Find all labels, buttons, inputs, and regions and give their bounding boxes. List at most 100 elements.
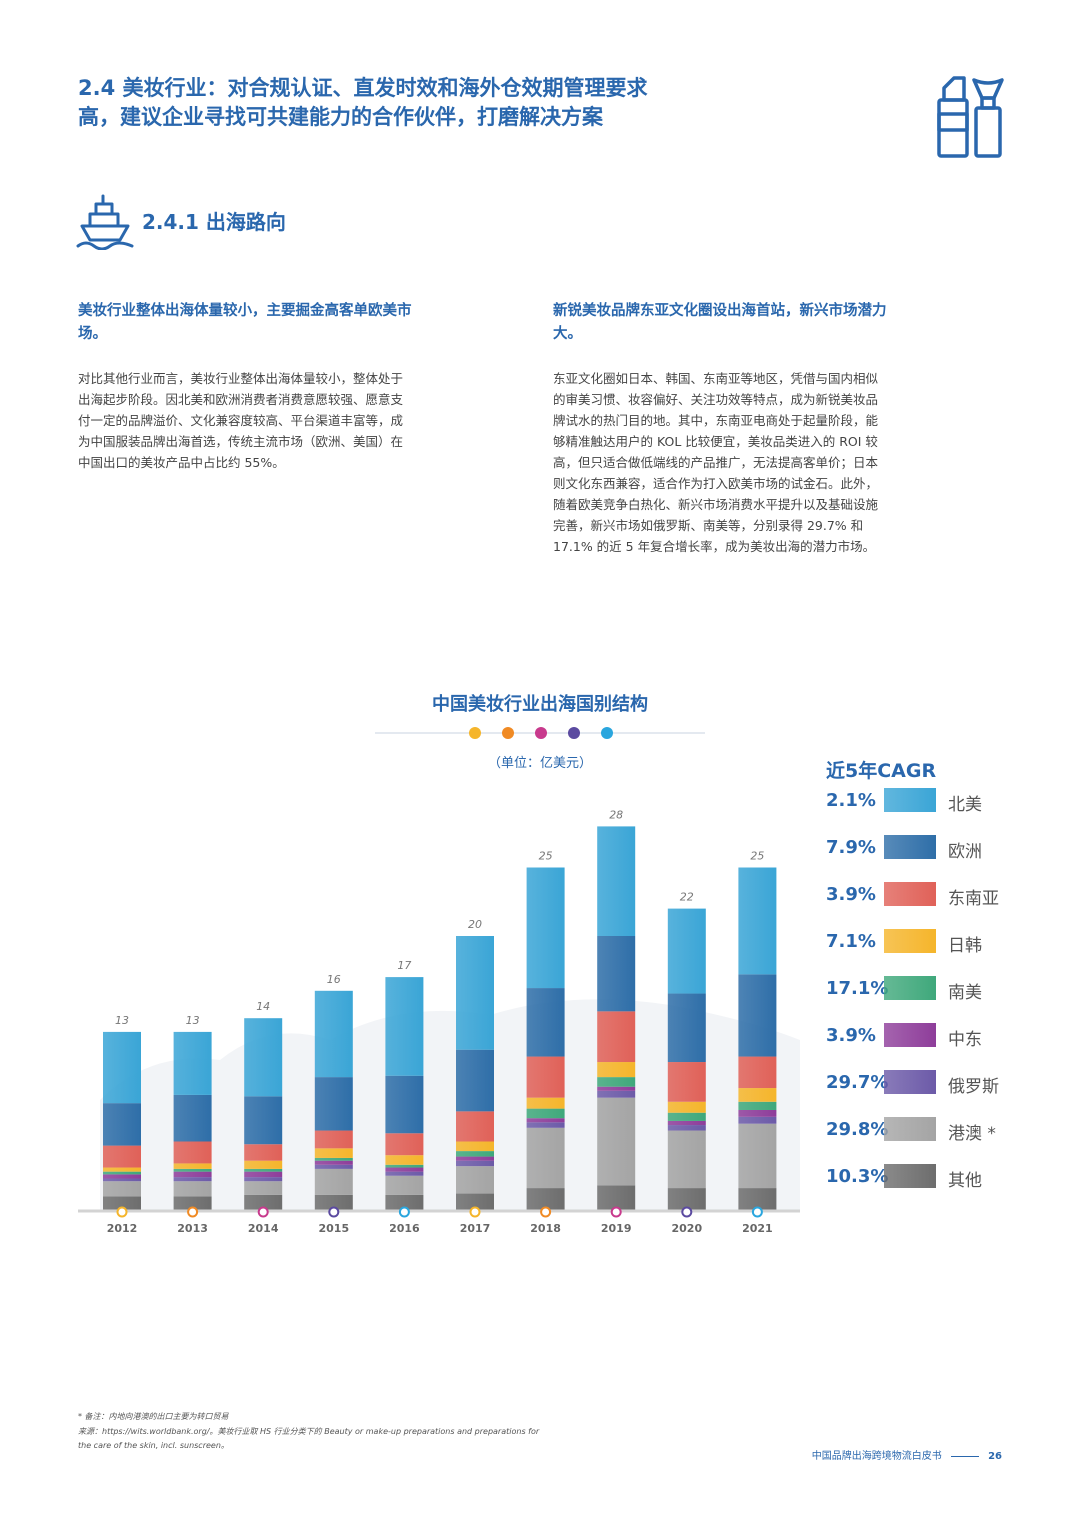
legend-cagr: 29.7% [826, 1072, 889, 1093]
bar-segment-2020-其他 [667, 1188, 706, 1210]
bar-segment-2012-南美 [103, 1171, 141, 1175]
legend-item: 3.9% 东南亚 [826, 882, 1026, 909]
bar-segment-2013-欧洲 [173, 1094, 212, 1142]
legend-label: 中东 [948, 1030, 982, 1050]
legend-label: 南美 [948, 983, 982, 1003]
legend-label: 北美 [948, 795, 982, 815]
bar-segment-2016-东南亚 [385, 1133, 424, 1156]
legend-cagr: 10.3% [826, 1166, 889, 1187]
bar-segment-2016-港澳 [385, 1175, 424, 1195]
legend-swatch [884, 788, 936, 812]
page-number: 26 [988, 1451, 1002, 1462]
bar-segment-2013-中东 [173, 1171, 212, 1178]
bar-segment-2017-南美 [456, 1151, 494, 1157]
bar-segment-2019-北美 [597, 826, 636, 936]
bar-segment-2018-其他 [526, 1188, 565, 1210]
right-body: 东亚文化圈如日本、韩国、东南亚等地区，凭借与国内相似的审美习惯、妆容偏好、关注功… [553, 371, 879, 554]
bar-segment-2012-中东 [103, 1174, 141, 1179]
legend-cagr: 3.9% [826, 884, 876, 905]
title-divider [375, 727, 705, 739]
note-source-cont: the care of the skin, incl. sunscreen。 [78, 1441, 229, 1450]
legend-item: 3.9% 中东 [826, 1023, 1026, 1050]
total-label: 17 [397, 959, 411, 972]
bar-segment-2015-南美 [314, 1157, 353, 1161]
x-tick-label: 2015 [318, 1222, 349, 1235]
axis-marker [681, 1206, 693, 1218]
legend-swatch [884, 929, 936, 953]
axis-marker [469, 1206, 481, 1218]
legend-label: 俄罗斯 [948, 1077, 999, 1097]
legend-cagr: 7.1% [826, 931, 876, 952]
note-remark: * 备注：内地向港澳的出口主要为转口贸易 [78, 1412, 229, 1421]
bar-segment-2012-东南亚 [103, 1145, 141, 1168]
bar-segment-2018-北美 [526, 867, 565, 989]
legend-label: 欧洲 [948, 842, 982, 862]
legend-item: 29.8% 港澳 * [826, 1117, 1026, 1144]
bar-segment-2020-日韩 [667, 1101, 706, 1113]
total-label: 14 [256, 1000, 270, 1013]
legend-label: 港澳 * [948, 1124, 996, 1144]
bar-segment-2019-其他 [597, 1185, 636, 1210]
bar-segment-2015-日韩 [314, 1148, 353, 1158]
bar-segment-2020-南美 [667, 1112, 706, 1121]
axis-marker [328, 1206, 340, 1218]
bar-segment-2015-其他 [314, 1194, 353, 1210]
legend-swatch [884, 1117, 936, 1141]
left-heading: 美妆行业整体出海体量较小，主要掘金高客单欧美市场。 [78, 303, 412, 342]
bar-segment-2019-南美 [597, 1077, 636, 1087]
x-tick-label: 2017 [460, 1222, 491, 1235]
divider-dot [469, 727, 481, 739]
bar-segment-2014-东南亚 [244, 1144, 283, 1161]
bar-segment-2013-港澳 [173, 1181, 212, 1197]
bar-segment-2017-北美 [456, 936, 494, 1050]
legend-item: 10.3% 其他 [826, 1164, 1026, 1191]
bar-segment-2016-南美 [385, 1164, 424, 1168]
divider-dot [502, 727, 514, 739]
bar-segment-2015-东南亚 [314, 1130, 353, 1149]
bar-segment-2021-日韩 [738, 1088, 777, 1102]
x-tick-label: 2021 [742, 1222, 773, 1235]
bar-segment-2020-东南亚 [667, 1062, 706, 1102]
legend-item: 7.1% 日韩 [826, 929, 1026, 956]
total-label: 28 [609, 808, 623, 821]
legend-title: 近5年CAGR [826, 760, 937, 782]
bar-segment-2016-北美 [385, 977, 424, 1076]
bar-segment-2013-俄罗斯 [173, 1177, 212, 1182]
x-tick-label: 2014 [248, 1222, 279, 1235]
bar-segment-2016-日韩 [385, 1155, 424, 1165]
bar-segment-2016-中东 [385, 1167, 424, 1172]
bar-segment-2015-欧洲 [314, 1077, 353, 1131]
legend-cagr: 29.8% [826, 1119, 889, 1140]
bar-segment-2021-北美 [738, 867, 777, 975]
bar-segment-2013-北美 [173, 1031, 212, 1095]
footer: 中国品牌出海跨境物流白皮书 26 [812, 1447, 1002, 1462]
bar-segment-2017-中东 [456, 1156, 494, 1161]
bar-segment-2018-日韩 [526, 1097, 565, 1109]
left-body: 对比其他行业而言，美妆行业整体出海体量较小，整体处于出海起步阶段。因北美和欧洲消… [78, 371, 404, 470]
bar-segment-2021-欧洲 [738, 974, 777, 1057]
x-tick-label: 2012 [107, 1222, 138, 1235]
bar-segment-2017-俄罗斯 [456, 1160, 494, 1167]
axis-marker [751, 1206, 763, 1218]
legend-swatch [884, 976, 936, 1000]
bar-segment-2018-东南亚 [526, 1056, 565, 1098]
bar-segment-2014-俄罗斯 [244, 1177, 283, 1182]
ship-icon [76, 194, 134, 250]
legend-cagr: 3.9% [826, 1025, 876, 1046]
bar-segment-2018-中东 [526, 1118, 565, 1123]
legend-swatch [884, 1023, 936, 1047]
legend-swatch [884, 1164, 936, 1188]
legend-item: 29.7% 俄罗斯 [826, 1070, 1026, 1097]
bar-segment-2014-南美 [244, 1168, 283, 1172]
bar-segment-2012-俄罗斯 [103, 1178, 141, 1182]
bar-segment-2019-俄罗斯 [597, 1090, 636, 1098]
bar-segment-2021-港澳 [738, 1123, 777, 1189]
section-title: 2.4 美妆行业：对合规认证、直发时效和海外仓效期管理要求高，建议企业寻找可共建… [78, 76, 648, 129]
total-label: 25 [750, 850, 764, 863]
total-label: 20 [468, 918, 482, 931]
legend-cagr: 2.1% [826, 790, 876, 811]
x-tick-label: 2018 [530, 1222, 561, 1235]
axis-marker [257, 1206, 269, 1218]
total-label: 13 [115, 1014, 129, 1027]
footer-text: 中国品牌出海跨境物流白皮书 [811, 1451, 942, 1462]
